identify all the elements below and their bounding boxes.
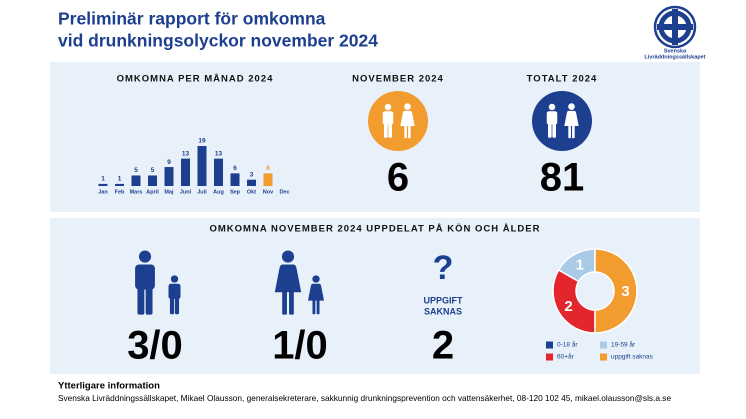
bar-value: 3 (250, 171, 254, 178)
month-label: Aug (213, 189, 224, 195)
month-label: Mars (130, 189, 143, 195)
legend-swatch (546, 353, 553, 361)
month-label: April (146, 189, 159, 195)
bar-value: 5 (134, 167, 138, 174)
bar-value: 5 (151, 167, 155, 174)
bar (115, 183, 124, 186)
bar-value: 13 (215, 150, 223, 157)
title-line: vid drunkningsolyckor november 2024 (58, 31, 378, 51)
bar (181, 158, 190, 186)
bar (214, 158, 223, 186)
bar-value: 9 (167, 159, 171, 166)
unknown-label: UPPGIFT (423, 295, 463, 305)
segment-label: 2 (564, 298, 572, 315)
bar (131, 175, 141, 186)
legend-swatch (546, 341, 553, 349)
bar-value: 13 (182, 150, 190, 157)
legend-label: 19-59 år (611, 341, 636, 349)
section-title: TOTALT 2024 (527, 74, 598, 85)
month-label: Juni (180, 189, 192, 195)
bar-value: 1 (118, 176, 122, 183)
bar (197, 146, 207, 186)
legend-label: uppgift saknas (611, 354, 654, 361)
bar (263, 173, 273, 186)
donut-segment (594, 248, 638, 334)
section-title: OMKOMNA PER MÅNAD 2024 (117, 74, 274, 85)
segment-label: 3 (621, 283, 629, 300)
legend-swatch (600, 353, 607, 361)
month-label: Sep (230, 189, 241, 195)
unknown-value: 2 (432, 324, 454, 368)
bar (230, 173, 240, 186)
bar (247, 179, 256, 186)
icon-circle (368, 91, 428, 151)
bar-value: 6 (233, 165, 237, 172)
month-label: Maj (164, 189, 174, 195)
legend-swatch (600, 341, 607, 349)
month-label: Okt (247, 189, 256, 195)
legend-label: 0-18 år (557, 341, 578, 349)
bar (164, 167, 174, 186)
section-title: OMKOMNA NOVEMBER 2024 UPPDELAT PÅ KÖN OC… (210, 224, 541, 235)
logo-text: Livräddningssällskapet (644, 54, 705, 60)
section-title: NOVEMBER 2024 (352, 74, 444, 85)
month-label: Nov (263, 189, 274, 195)
unknown-symbol: ? (433, 249, 454, 287)
age-donut: 0-18 år 1 19-59 år 2 60+år 3 uppgift saknas (546, 248, 654, 361)
bar-value: 1 (101, 176, 105, 183)
month-label: Juli (197, 189, 207, 195)
month-label: Feb (115, 189, 125, 195)
title-line: Preliminär rapport för omkomna (58, 9, 326, 29)
logo-text: Svenska (664, 48, 687, 54)
logo (653, 5, 697, 49)
icon-circle (532, 91, 592, 151)
footer-heading: Ytterligare information (58, 381, 160, 392)
unknown-label: SAKNAS (424, 306, 462, 316)
month-label: Dec (279, 189, 289, 195)
total-value: 81 (540, 156, 585, 200)
bottom-panel (50, 218, 700, 374)
month-label: Jan (98, 189, 108, 195)
footer-text: Svenska Livräddningssällskapet, Mikael O… (58, 393, 671, 403)
bar (148, 175, 157, 186)
monthly-chart: Jan 1 Feb 1 Mars 5 April 5 Maj 9 Juni 13 Juli 19 Aug 13… (98, 138, 289, 196)
segment-label: 1 (576, 257, 584, 274)
legend-label: 60+år (557, 353, 575, 361)
november-value: 6 (387, 156, 409, 200)
bar-value: 6 (266, 165, 270, 172)
bar-value: 19 (198, 138, 206, 145)
bar (98, 183, 108, 186)
women-value: 1/0 (272, 324, 328, 368)
donut-segment (552, 268, 596, 334)
men-value: 3/0 (127, 324, 183, 368)
